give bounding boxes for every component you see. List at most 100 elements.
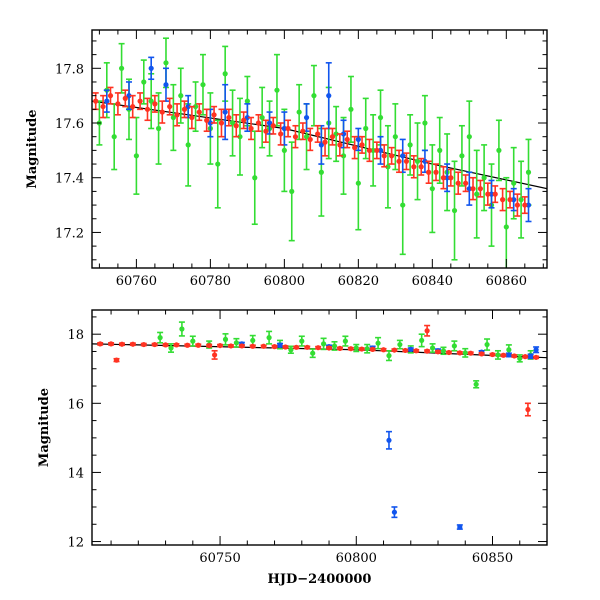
data-point [500,352,507,358]
y-tick-label: 16 [67,397,84,412]
data-point [340,119,347,149]
data-point [299,122,306,141]
data-point [97,341,104,347]
data-point [396,149,403,174]
data-point [380,347,387,353]
y-tick-label: 17.8 [55,62,84,77]
plot-frame [91,29,548,269]
data-point [266,111,273,135]
data-point [484,182,491,206]
data-point [151,94,158,113]
y-tick-label: 12 [67,536,84,551]
data-point [236,97,243,176]
data-point [162,342,169,348]
data-point [229,89,236,157]
data-point [429,144,436,234]
data-point [484,338,491,351]
data-point [336,345,343,351]
y-tick-label: 17.6 [55,117,84,132]
y-tick-label: 14 [67,466,84,481]
data-point [174,103,181,127]
data-point [369,346,376,352]
data-point [444,163,451,193]
data-point [435,349,442,355]
data-point [248,116,255,141]
data-point [303,103,310,133]
data-point [385,349,392,362]
y-tick-label: 17.4 [55,172,84,187]
data-point [392,103,399,171]
data-point [455,171,462,195]
data-point [222,83,229,141]
data-point [122,89,129,108]
data-point [211,349,218,360]
data-point [184,342,191,348]
y-axis-label: Magnitude [37,388,52,467]
data-point [467,350,474,356]
data-point [436,116,443,184]
data-point [118,42,125,94]
data-point [111,103,118,171]
data-point [358,346,365,352]
data-point [342,335,349,347]
data-point [249,343,256,349]
data-point [108,341,115,347]
data-point [375,336,382,350]
data-point [214,119,221,209]
x-axis: 60750 60800 60850 [110,310,548,566]
data-point [233,337,240,348]
data-point [381,144,388,168]
data-point [266,330,273,345]
data-point [478,351,485,357]
data-point [315,345,322,351]
data-point [125,81,132,111]
data-point [155,92,162,165]
data-point [425,160,432,184]
data-point [388,146,395,165]
plot-area [92,321,547,530]
x-tick-label: 60800 [336,551,377,566]
data-point [402,347,409,354]
data-point [310,64,317,127]
data-point [218,108,225,138]
data-point [322,127,329,157]
data-point [421,94,428,152]
data-point [418,157,425,176]
data-point [203,108,210,133]
data-point [533,354,540,360]
data-point [222,333,229,346]
x-axis-label: HJD−2400000 [268,572,372,587]
data-point [157,331,164,344]
data-point [462,347,469,358]
data-point [114,92,121,116]
data-point [329,127,336,146]
data-point [451,160,458,261]
data-point [344,130,351,149]
data-point [385,430,392,450]
data-point [287,345,294,354]
data-point [100,94,107,119]
data-point [489,351,496,358]
x-tick-label: 60800 [264,274,305,289]
data-point [492,185,499,204]
data-point [260,343,267,349]
data-point [359,135,366,154]
data-point [451,340,458,352]
data-series-1 [157,321,534,389]
data-point [399,138,406,174]
data-point [271,344,278,350]
data-point [318,124,325,165]
data-point [217,342,224,349]
data-point [151,341,158,348]
data-point [325,62,332,130]
data-point [277,122,284,146]
bottom-panel: 60750 60800 60850 12 14 16 18 Magnitude HJD−2400… [37,309,548,587]
data-point [113,357,120,363]
data-point [288,141,295,242]
data-point [466,100,473,174]
data-point [364,343,371,354]
data-point [148,56,155,81]
data-point [181,100,188,119]
plot-frame [91,309,548,546]
